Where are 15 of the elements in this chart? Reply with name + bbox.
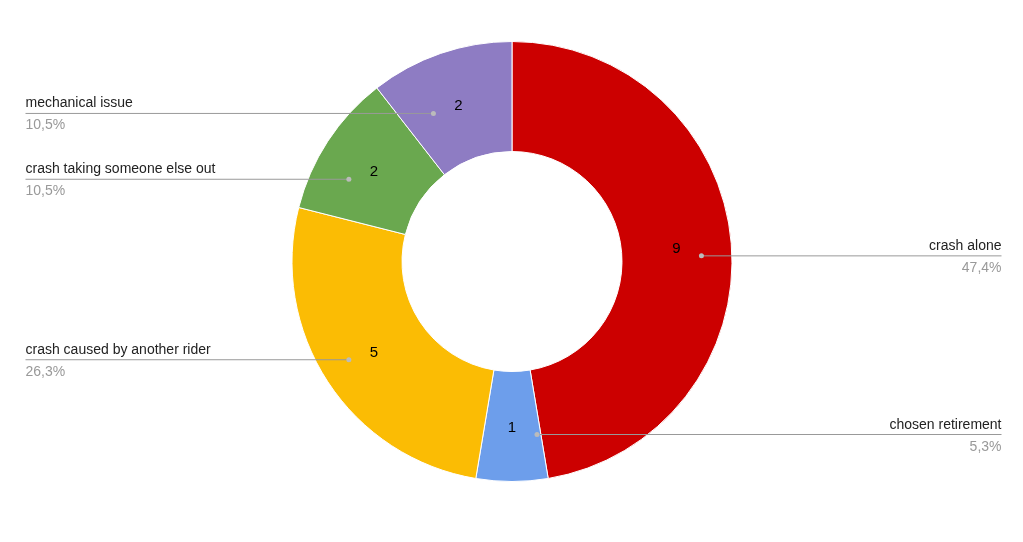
text: 26,3% <box>25 362 66 379</box>
slice-label: mechanical issue <box>25 94 134 111</box>
data-label: 2 <box>369 162 379 180</box>
text: 10,5% <box>25 182 66 199</box>
text: 47,4% <box>961 258 1002 275</box>
data-label: 9 <box>672 238 681 256</box>
text: 10,5% <box>25 116 66 133</box>
data-label: 1 <box>507 417 517 435</box>
data-label: 2 <box>454 96 463 114</box>
slice-label: crash alone <box>929 236 1002 253</box>
data-label: 5 <box>369 342 379 360</box>
text: 5,3% <box>969 437 1002 454</box>
slice-label: crash taking someone else out <box>25 160 216 177</box>
slice-label: crash caused by another rider <box>25 340 212 357</box>
slice-label: chosen retirement <box>889 415 1002 432</box>
